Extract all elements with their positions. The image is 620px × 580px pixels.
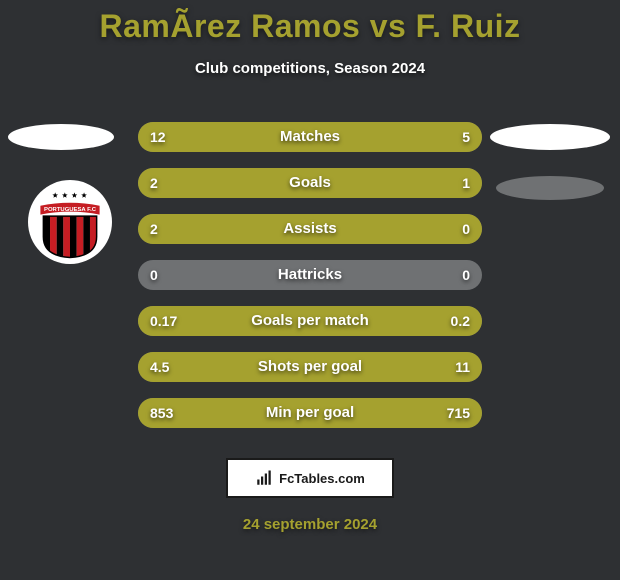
club-badge: PORTUGUESA F.C [28,180,112,264]
watermark-text: FcTables.com [279,471,365,486]
stat-value-left: 853 [150,398,173,428]
stat-value-right: 0.2 [451,306,470,336]
player-left-silhouette [8,124,114,150]
stat-row: 0 0Hattricks [138,260,482,290]
stat-row: 0.170.2Goals per match [138,306,482,336]
stat-value-left: 2 [150,168,158,198]
stat-value-left: 0 [150,260,158,290]
shield-icon: PORTUGUESA F.C [33,185,107,259]
player-right-silhouette-2 [496,176,604,200]
stat-bar-right [238,352,482,382]
stat-bar-left [138,214,482,244]
stat-bar-left [138,168,367,198]
page-date: 24 september 2024 [0,516,620,533]
watermark: FcTables.com [226,458,394,498]
stat-value-left: 4.5 [150,352,169,382]
stat-row: 125Matches [138,122,482,152]
stat-row: 4.511Shots per goal [138,352,482,382]
stat-value-left: 2 [150,214,158,244]
player-right-silhouette [490,124,610,150]
stat-value-right: 11 [455,352,470,382]
stat-row: 20Assists [138,214,482,244]
stat-bar-left [138,122,381,152]
chart-icon [255,469,273,487]
page-subtitle: Club competitions, Season 2024 [0,60,620,77]
stat-value-right: 0 [462,260,470,290]
stat-value-left: 12 [150,122,166,152]
svg-text:PORTUGUESA F.C: PORTUGUESA F.C [44,207,97,213]
stat-label: Hattricks [138,260,482,290]
stat-value-right: 715 [447,398,470,428]
stat-row: 853715Min per goal [138,398,482,428]
page-title: RamÃ­rez Ramos vs F. Ruiz [0,8,620,45]
stat-value-right: 0 [462,214,470,244]
stat-row: 21Goals [138,168,482,198]
stat-value-left: 0.17 [150,306,177,336]
stat-value-right: 5 [462,122,470,152]
stat-value-right: 1 [462,168,470,198]
stats-rows: 125Matches21Goals20Assists00Hattricks0.1… [138,122,482,444]
